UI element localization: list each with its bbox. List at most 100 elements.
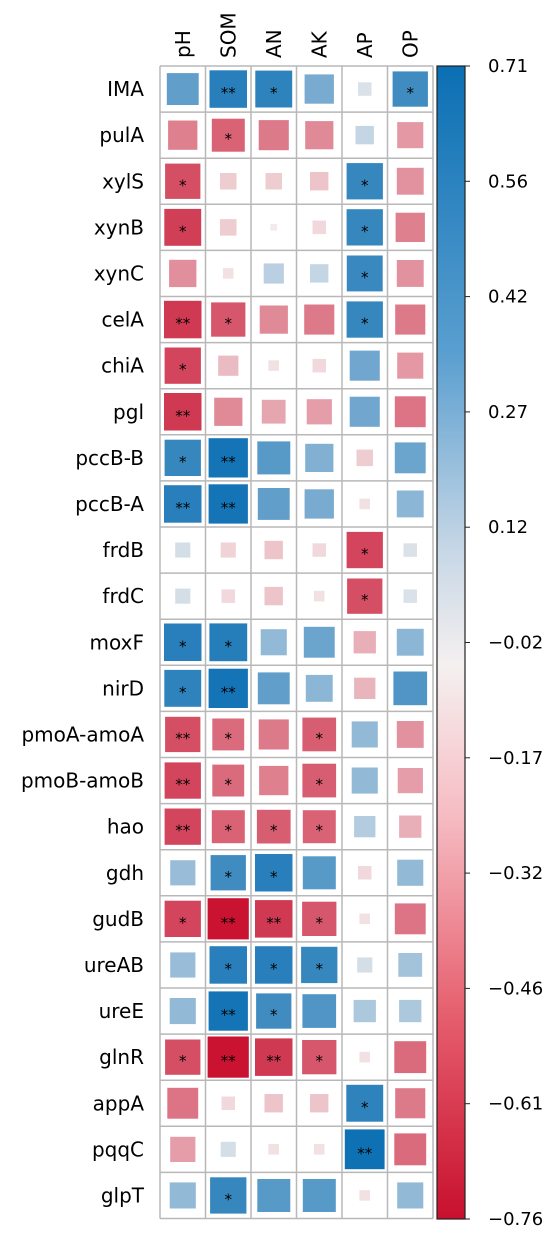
- significance-mark: *: [361, 222, 369, 240]
- cell-pmoA-amoA-AP: [351, 721, 378, 748]
- cell-frdB-AP: [346, 531, 383, 569]
- cell-pulA-pH: [168, 120, 198, 150]
- row-label: glpT: [101, 1184, 145, 1208]
- cell-gdh-AP: [358, 866, 372, 880]
- cell-pmoA-amoA-AN: [258, 719, 289, 750]
- significance-mark: *: [316, 1052, 324, 1070]
- cell-frdC-AN: [264, 586, 283, 606]
- cell-hao-pH: [164, 808, 201, 845]
- cell-hao-AN: [256, 809, 291, 844]
- colorbar-tick-label: −0.76: [488, 1209, 543, 1230]
- cell-glpT-AK: [302, 1179, 336, 1212]
- cell-ureAB-AN: [255, 946, 293, 984]
- cell-xynB-SOM: [220, 219, 237, 236]
- cell-pgl-pH: [164, 393, 202, 431]
- cell-pccB-B-OP: [394, 442, 426, 474]
- cell-glnR-AK: [302, 1040, 337, 1075]
- significance-mark: *: [407, 84, 415, 102]
- cell-frdB-pH: [175, 542, 191, 558]
- significance-mark: *: [316, 960, 324, 978]
- cell-xynC-OP: [396, 260, 424, 287]
- significance-mark: *: [225, 868, 233, 886]
- row-label: pccB-A: [75, 492, 144, 516]
- cell-frdC-pH: [175, 588, 191, 604]
- cell-pccB-A-AN: [257, 488, 290, 520]
- colorbar: 0.71 0.56 0.42 0.27 0.12 −0.02 −0.17 −0.32 −0.46…: [436, 56, 543, 1230]
- cell-appA-pH: [167, 1087, 199, 1119]
- cell-nirD-AN: [257, 672, 290, 705]
- cell-frdC-AP: [347, 578, 383, 614]
- cell-glpT-pH: [169, 1182, 196, 1209]
- significance-mark: **: [357, 1144, 373, 1162]
- cell-hao-OP: [399, 815, 422, 838]
- colorbar-tick-label: 0.71: [488, 56, 528, 77]
- cell-pccB-A-AP: [359, 498, 370, 510]
- cell-celA-AP: [346, 301, 383, 338]
- cell-pgl-SOM: [214, 397, 243, 426]
- cell-pqqC-AN: [268, 1144, 279, 1155]
- cell-pmoA-amoA-OP: [396, 721, 424, 748]
- significance-mark: **: [266, 1052, 282, 1070]
- row-label: chiA: [101, 354, 144, 378]
- cell-pulA-AP: [355, 125, 374, 145]
- row-label: pccB-B: [75, 446, 144, 470]
- significance-mark: *: [179, 361, 187, 379]
- significance-mark: **: [175, 729, 191, 747]
- cell-pccB-B-SOM: [208, 438, 248, 478]
- cell-xynB-pH: [164, 208, 202, 246]
- cell-pqqC-AK: [313, 1144, 325, 1155]
- cell-xynC-AK: [310, 264, 329, 283]
- cell-hao-SOM: [211, 810, 245, 844]
- cell-xynB-AK: [312, 220, 326, 235]
- cell-xylS-AP: [346, 163, 383, 200]
- cell-pqqC-OP: [394, 1133, 427, 1166]
- colorbar-tick-label: 0.27: [488, 402, 528, 423]
- cell-xynB-OP: [395, 212, 425, 242]
- cell-pqqC-AP: [344, 1129, 385, 1170]
- significance-mark: *: [225, 130, 233, 148]
- cell-pgl-OP: [394, 396, 426, 428]
- cell-frdB-SOM: [220, 542, 236, 558]
- significance-mark: *: [225, 1191, 233, 1209]
- cell-appA-AN: [264, 1094, 283, 1113]
- significance-mark: *: [225, 315, 233, 333]
- cell-chiA-AK: [312, 358, 326, 373]
- cell-chiA-pH: [164, 347, 201, 384]
- cell-gudB-pH: [164, 900, 201, 937]
- cell-nirD-OP: [393, 671, 428, 706]
- row-label: nirD: [102, 676, 144, 700]
- cell-ureAB-OP: [398, 953, 423, 977]
- cell-xylS-OP: [396, 167, 424, 195]
- column-label: OP: [398, 30, 422, 58]
- row-label: hao: [107, 815, 144, 839]
- column-label: AN: [262, 29, 286, 58]
- cell-gudB-AP: [359, 913, 370, 925]
- cell-frdB-OP: [403, 543, 417, 557]
- significance-mark: **: [221, 84, 237, 102]
- significance-mark: *: [179, 1052, 187, 1070]
- significance-mark: *: [270, 868, 278, 886]
- cell-nirD-AP: [354, 677, 376, 699]
- significance-mark: **: [266, 914, 282, 932]
- cell-celA-pH: [164, 300, 202, 339]
- significance-mark: *: [316, 729, 324, 747]
- cell-ureE-OP: [399, 999, 422, 1023]
- significance-mark: *: [361, 545, 369, 563]
- row-label: pgl: [113, 400, 144, 424]
- cell-ureE-pH: [169, 998, 196, 1025]
- row-label: xynB: [94, 215, 144, 239]
- cell-pccB-A-pH: [164, 485, 202, 523]
- cell-pmoB-amoB-pH: [164, 762, 201, 799]
- cell-glpT-AP: [359, 1190, 370, 1201]
- cell-glpT-SOM: [210, 1177, 247, 1214]
- cell-moxF-AK: [303, 626, 335, 658]
- significance-mark: *: [179, 637, 187, 655]
- row-label: IMA: [107, 77, 144, 101]
- cell-glpT-OP: [397, 1182, 424, 1209]
- cell-nirD-AK: [305, 674, 333, 702]
- significance-mark: *: [179, 683, 187, 701]
- cell-xylS-SOM: [220, 173, 237, 190]
- cell-ureAB-pH: [170, 952, 196, 978]
- significance-mark: *: [225, 776, 233, 794]
- significance-mark: *: [179, 914, 187, 932]
